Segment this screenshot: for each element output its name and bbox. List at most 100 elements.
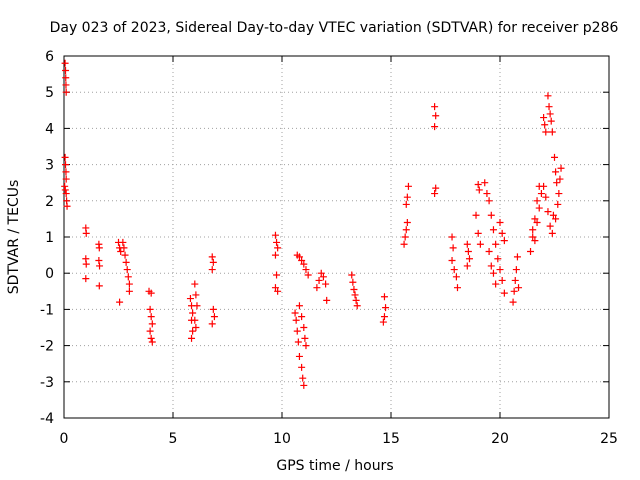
data-point (351, 291, 359, 299)
y-axis-label: SDTVAR / TECUs (6, 180, 22, 295)
data-point (295, 352, 303, 360)
data-point (96, 262, 104, 270)
data-point (189, 327, 197, 335)
data-point (95, 282, 103, 290)
y-tick-label: 2 (45, 194, 54, 210)
data-point (295, 253, 303, 261)
data-point (116, 298, 124, 306)
data-point (464, 247, 472, 255)
data-point (529, 233, 537, 241)
data-point (380, 313, 388, 321)
data-point (62, 190, 70, 198)
data-point (401, 233, 409, 241)
y-tick-label: -3 (40, 375, 54, 391)
data-point (432, 184, 440, 192)
y-tick-label: -2 (40, 339, 54, 355)
data-point (209, 305, 217, 313)
data-point (298, 363, 306, 371)
data-point (147, 334, 155, 342)
data-point (147, 313, 155, 321)
y-tick-label: 6 (45, 49, 54, 65)
data-point (450, 266, 458, 274)
data-point (472, 211, 480, 219)
y-tick-label: 3 (45, 158, 54, 174)
grid (64, 56, 609, 418)
data-point (82, 229, 90, 237)
data-point (300, 260, 308, 268)
data-point (498, 276, 506, 284)
data-point (63, 202, 71, 210)
data-point (510, 287, 518, 295)
data-point (208, 253, 216, 261)
data-point (547, 117, 555, 125)
data-point (193, 302, 201, 310)
data-point (533, 219, 541, 227)
data-point (379, 318, 387, 326)
data-point (540, 114, 548, 122)
data-point (556, 175, 564, 183)
data-point (189, 309, 197, 317)
data-point (273, 238, 281, 246)
data-point (489, 269, 497, 277)
data-point (431, 103, 439, 111)
data-point (313, 284, 321, 292)
data-point (554, 200, 562, 208)
data-point (474, 229, 482, 237)
data-point (123, 266, 131, 274)
y-tick-label: -1 (40, 302, 54, 318)
data-point (295, 302, 303, 310)
data-point (209, 258, 217, 266)
data-point (271, 231, 279, 239)
data-point (529, 226, 537, 234)
y-tick-label: 5 (45, 85, 54, 101)
data-point (533, 197, 541, 205)
data-point (494, 255, 502, 263)
data-point (548, 128, 556, 136)
y-tick-label: 0 (45, 266, 54, 282)
x-tick-label: 20 (491, 431, 509, 447)
data-point (186, 295, 194, 303)
data-point (509, 298, 517, 306)
data-point (513, 253, 521, 261)
x-axis-label: GPS time / hours (276, 458, 393, 474)
data-point (146, 327, 154, 335)
data-point (271, 251, 279, 259)
data-point (298, 313, 306, 321)
data-point (549, 211, 557, 219)
data-point (62, 175, 70, 183)
x-tick-label: 15 (382, 431, 400, 447)
data-points (61, 59, 565, 389)
data-point (531, 237, 539, 245)
data-point (492, 240, 500, 248)
data-point (487, 262, 495, 270)
data-point (544, 208, 552, 216)
data-point (322, 280, 330, 288)
data-point (402, 200, 410, 208)
data-point (208, 320, 216, 328)
data-point (299, 374, 307, 382)
data-point (125, 280, 133, 288)
data-point (476, 240, 484, 248)
data-point (148, 338, 156, 346)
data-point (498, 229, 506, 237)
data-point (402, 226, 410, 234)
data-point (210, 313, 218, 321)
data-point (61, 153, 69, 161)
data-point (62, 66, 70, 74)
data-point (302, 342, 310, 350)
data-point (380, 293, 388, 301)
data-point (541, 121, 549, 129)
data-point (545, 103, 553, 111)
data-point (353, 302, 361, 310)
axis-ticks: 0 5 10 15 20 25 -4 -3 -2 -1 0 1 2 3 4 5 6 (40, 49, 618, 447)
data-point (273, 271, 281, 279)
data-point (302, 266, 310, 274)
data-point (432, 112, 440, 120)
data-point (348, 271, 356, 279)
data-point (511, 276, 519, 284)
data-point (431, 190, 439, 198)
data-point (95, 244, 103, 252)
data-point (300, 381, 308, 389)
x-tick-label: 10 (273, 431, 291, 447)
data-point (557, 164, 565, 172)
